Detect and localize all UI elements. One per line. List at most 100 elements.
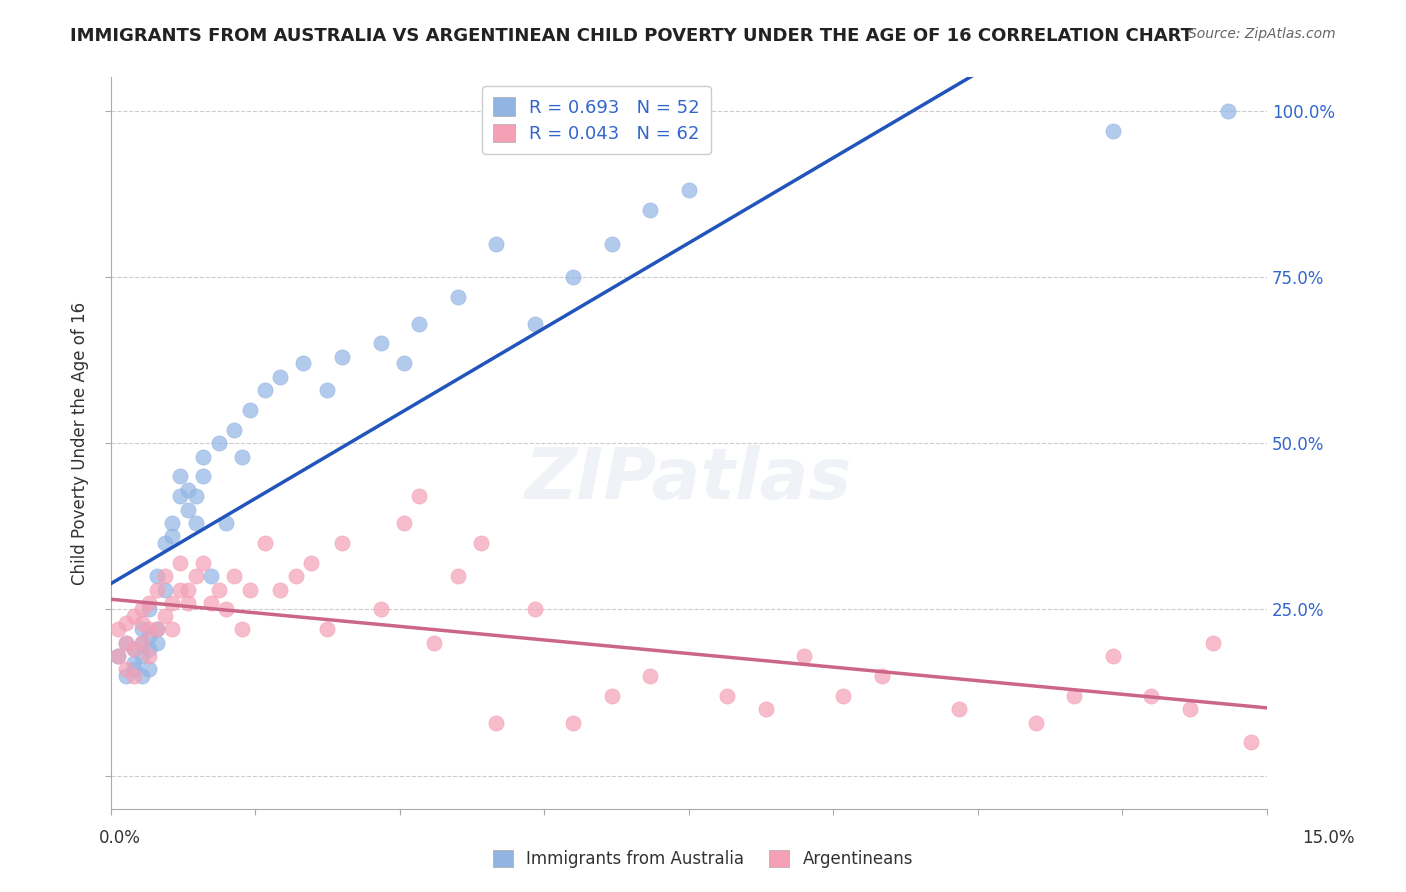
Point bbox=[138, 629, 160, 643]
Text: IMMIGRANTS FROM AUSTRALIA VS ARGENTINEAN CHILD POVERTY UNDER THE AGE OF 16 CORRE: IMMIGRANTS FROM AUSTRALIA VS ARGENTINEAN… bbox=[70, 27, 1194, 45]
Point bbox=[600, 236, 623, 251]
Point bbox=[146, 582, 169, 597]
Point bbox=[1202, 636, 1225, 650]
Point bbox=[269, 369, 291, 384]
Point bbox=[122, 642, 145, 657]
Point bbox=[138, 648, 160, 663]
Point bbox=[193, 450, 215, 464]
Point bbox=[392, 516, 415, 530]
Point bbox=[446, 290, 468, 304]
Point bbox=[153, 536, 176, 550]
Point bbox=[523, 317, 546, 331]
Point bbox=[169, 490, 191, 504]
Point bbox=[138, 642, 160, 657]
Point bbox=[315, 623, 337, 637]
Point bbox=[392, 356, 415, 370]
Point bbox=[115, 669, 138, 683]
Point bbox=[115, 662, 138, 676]
Point bbox=[122, 656, 145, 670]
Point bbox=[131, 615, 153, 630]
Point bbox=[485, 236, 508, 251]
Point bbox=[269, 582, 291, 597]
Point bbox=[253, 383, 276, 397]
Y-axis label: Child Poverty Under the Age of 16: Child Poverty Under the Age of 16 bbox=[72, 301, 89, 585]
Point bbox=[238, 403, 260, 417]
Point bbox=[184, 516, 207, 530]
Point bbox=[292, 356, 315, 370]
Point bbox=[146, 569, 169, 583]
Point bbox=[162, 623, 184, 637]
Point bbox=[485, 715, 508, 730]
Point bbox=[177, 502, 200, 516]
Point bbox=[153, 569, 176, 583]
Point bbox=[1025, 715, 1047, 730]
Point bbox=[153, 582, 176, 597]
Point bbox=[138, 602, 160, 616]
Point bbox=[169, 469, 191, 483]
Point bbox=[1063, 689, 1085, 703]
Point bbox=[299, 556, 322, 570]
Point bbox=[948, 702, 970, 716]
Point bbox=[1101, 648, 1123, 663]
Point bbox=[208, 436, 231, 450]
Point bbox=[423, 636, 446, 650]
Point bbox=[562, 269, 585, 284]
Point bbox=[562, 715, 585, 730]
Point bbox=[138, 623, 160, 637]
Point bbox=[107, 648, 129, 663]
Point bbox=[193, 469, 215, 483]
Point bbox=[330, 350, 353, 364]
Point bbox=[200, 596, 222, 610]
Point bbox=[177, 596, 200, 610]
Point bbox=[122, 609, 145, 624]
Point bbox=[131, 623, 153, 637]
Point bbox=[1218, 103, 1240, 118]
Point bbox=[169, 582, 191, 597]
Point bbox=[107, 623, 129, 637]
Point bbox=[138, 662, 160, 676]
Point bbox=[678, 184, 700, 198]
Point bbox=[131, 636, 153, 650]
Point bbox=[408, 317, 430, 331]
Point bbox=[184, 569, 207, 583]
Point bbox=[640, 669, 662, 683]
Point bbox=[222, 569, 245, 583]
Point bbox=[146, 623, 169, 637]
Point bbox=[215, 516, 238, 530]
Point bbox=[146, 636, 169, 650]
Point bbox=[1101, 123, 1123, 137]
Point bbox=[793, 648, 815, 663]
Point bbox=[107, 648, 129, 663]
Point bbox=[231, 623, 253, 637]
Point bbox=[131, 602, 153, 616]
Point bbox=[131, 669, 153, 683]
Point bbox=[231, 450, 253, 464]
Legend: R = 0.693   N = 52, R = 0.043   N = 62: R = 0.693 N = 52, R = 0.043 N = 62 bbox=[482, 87, 710, 154]
Point bbox=[755, 702, 778, 716]
Point bbox=[523, 602, 546, 616]
Point bbox=[122, 662, 145, 676]
Point bbox=[115, 636, 138, 650]
Point bbox=[408, 490, 430, 504]
Point bbox=[832, 689, 855, 703]
Point bbox=[238, 582, 260, 597]
Point bbox=[162, 596, 184, 610]
Point bbox=[208, 582, 231, 597]
Point bbox=[370, 336, 392, 351]
Point bbox=[131, 648, 153, 663]
Point bbox=[138, 596, 160, 610]
Point bbox=[315, 383, 337, 397]
Point bbox=[131, 636, 153, 650]
Point bbox=[284, 569, 307, 583]
Text: ZIPatlas: ZIPatlas bbox=[526, 445, 852, 515]
Point bbox=[222, 423, 245, 437]
Point bbox=[177, 582, 200, 597]
Point bbox=[1140, 689, 1163, 703]
Point bbox=[122, 669, 145, 683]
Point bbox=[115, 615, 138, 630]
Point bbox=[115, 636, 138, 650]
Point bbox=[370, 602, 392, 616]
Point bbox=[870, 669, 893, 683]
Legend: Immigrants from Australia, Argentineans: Immigrants from Australia, Argentineans bbox=[486, 843, 920, 875]
Point bbox=[215, 602, 238, 616]
